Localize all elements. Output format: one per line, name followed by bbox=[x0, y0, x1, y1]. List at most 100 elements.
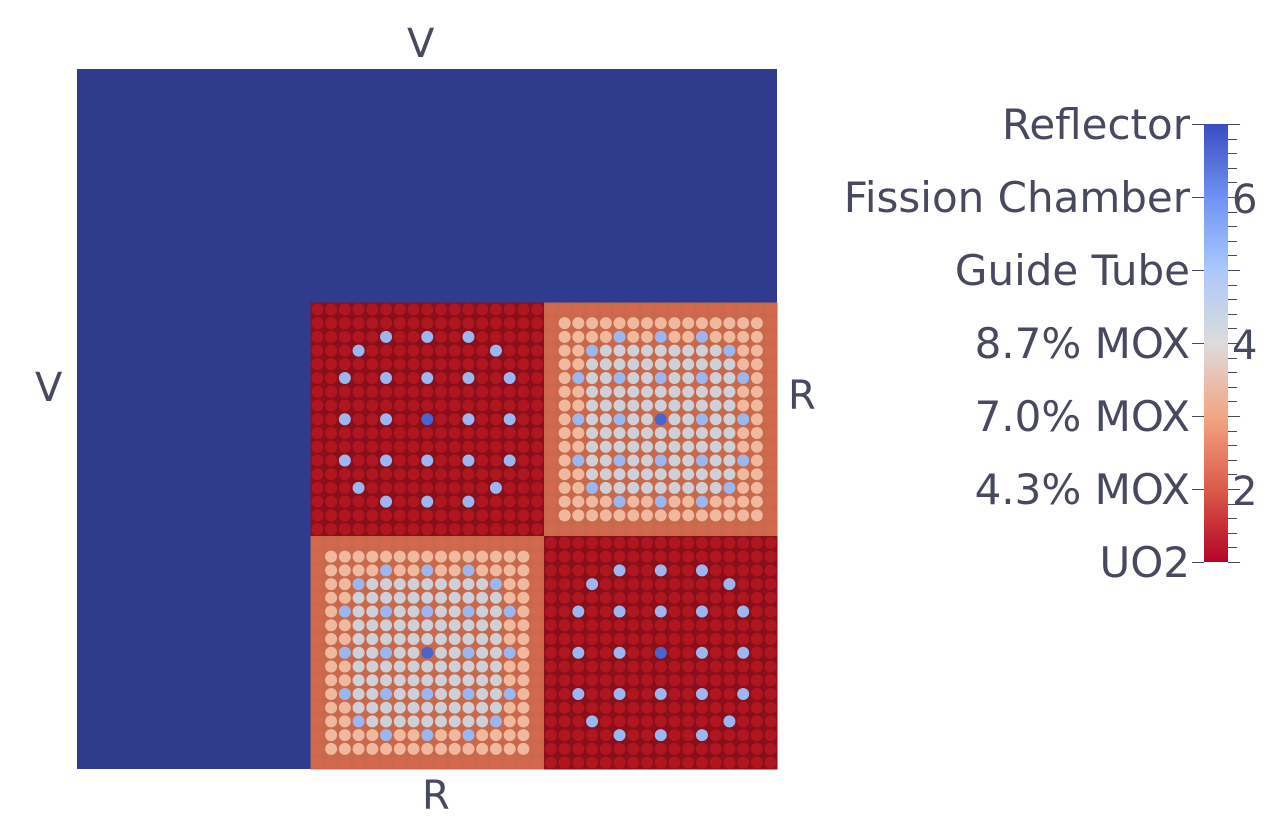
reactor-core-diagram bbox=[77, 69, 778, 770]
fuel-pin bbox=[558, 495, 571, 508]
fuel-pin bbox=[709, 591, 722, 604]
fuel-pin bbox=[668, 742, 681, 755]
fuel-pin bbox=[599, 344, 612, 357]
fuel-pin bbox=[599, 468, 612, 481]
fuel-assemblies bbox=[310, 302, 778, 770]
fuel-pin bbox=[613, 564, 626, 577]
fuel-pin bbox=[393, 591, 406, 604]
fuel-pin bbox=[586, 536, 599, 549]
fuel-pin bbox=[613, 674, 626, 687]
fuel-pin bbox=[572, 468, 585, 481]
fuel-pin bbox=[750, 454, 763, 467]
fuel-pin bbox=[462, 330, 475, 343]
fuel-pin bbox=[476, 426, 489, 439]
fuel-pin bbox=[531, 536, 544, 549]
fuel-pin bbox=[434, 358, 447, 371]
fuel-pin bbox=[325, 619, 338, 632]
fuel-pin bbox=[338, 536, 351, 549]
fuel-pin bbox=[338, 605, 351, 618]
fuel-pin bbox=[668, 481, 681, 494]
fuel-pin bbox=[641, 550, 654, 563]
fuel-pin bbox=[517, 317, 530, 330]
fuel-pin bbox=[641, 591, 654, 604]
fuel-pin bbox=[654, 344, 667, 357]
fuel-pin bbox=[641, 509, 654, 522]
fuel-pin bbox=[586, 426, 599, 439]
fuel-pin bbox=[517, 495, 530, 508]
fuel-pin bbox=[627, 454, 640, 467]
fuel-pin bbox=[613, 687, 626, 700]
fuel-pin bbox=[586, 729, 599, 742]
fuel-pin bbox=[682, 646, 695, 659]
fuel-pin bbox=[503, 426, 516, 439]
fuel-pin bbox=[531, 385, 544, 398]
fuel-pin bbox=[668, 330, 681, 343]
fuel-pin bbox=[641, 495, 654, 508]
fuel-pin bbox=[434, 454, 447, 467]
fuel-pin bbox=[352, 619, 365, 632]
colorbar-tick-mark bbox=[1228, 532, 1237, 534]
legend-label-mox-43: 4.3% MOX bbox=[974, 465, 1190, 514]
fuel-pin bbox=[462, 591, 475, 604]
fuel-pin bbox=[709, 399, 722, 412]
fuel-pin bbox=[503, 385, 516, 398]
fuel-pin bbox=[338, 619, 351, 632]
fuel-pin bbox=[668, 729, 681, 742]
fuel-pin bbox=[544, 729, 557, 742]
fuel-pin bbox=[750, 426, 763, 439]
fuel-pin bbox=[613, 523, 626, 536]
fuel-pin bbox=[366, 756, 379, 769]
fuel-pin bbox=[750, 523, 763, 536]
fuel-pin bbox=[599, 619, 612, 632]
fuel-pin bbox=[544, 481, 557, 494]
fuel-pin bbox=[489, 372, 502, 385]
fuel-pin bbox=[723, 578, 736, 591]
fuel-pin bbox=[489, 619, 502, 632]
fuel-pin bbox=[627, 440, 640, 453]
fuel-pin bbox=[407, 715, 420, 728]
fuel-pin bbox=[558, 742, 571, 755]
fuel-pin bbox=[311, 317, 324, 330]
fuel-pin bbox=[380, 399, 393, 412]
fuel-pin bbox=[668, 468, 681, 481]
fuel-pin bbox=[737, 633, 750, 646]
fuel-pin bbox=[380, 344, 393, 357]
fuel-pin bbox=[544, 426, 557, 439]
fuel-pin bbox=[613, 440, 626, 453]
fuel-pin bbox=[380, 674, 393, 687]
fuel-pin bbox=[476, 509, 489, 522]
fuel-pin bbox=[737, 468, 750, 481]
fuel-pin bbox=[641, 687, 654, 700]
fuel-pin bbox=[325, 633, 338, 646]
fuel-pin bbox=[750, 536, 763, 549]
fuel-pin bbox=[325, 605, 338, 618]
colorbar-tick-mark bbox=[1228, 299, 1237, 301]
fuel-pin bbox=[695, 756, 708, 769]
fuel-pin bbox=[737, 605, 750, 618]
colorbar-tick-mark bbox=[1228, 474, 1237, 476]
fuel-pin bbox=[544, 660, 557, 673]
fuel-pin bbox=[613, 742, 626, 755]
fuel-pin bbox=[709, 358, 722, 371]
fuel-pin bbox=[366, 660, 379, 673]
fuel-pin bbox=[489, 591, 502, 604]
fuel-pin bbox=[764, 756, 777, 769]
fuel-pin bbox=[627, 550, 640, 563]
fuel-pin bbox=[668, 509, 681, 522]
fuel-pin bbox=[421, 385, 434, 398]
fuel-pin bbox=[599, 454, 612, 467]
fuel-pin bbox=[613, 385, 626, 398]
fuel-pin bbox=[407, 413, 420, 426]
fuel-pin bbox=[709, 687, 722, 700]
fuel-pin bbox=[311, 385, 324, 398]
fuel-pin bbox=[737, 564, 750, 577]
fuel-pin bbox=[764, 344, 777, 357]
fuel-pin bbox=[599, 564, 612, 577]
fuel-pin bbox=[641, 454, 654, 467]
fuel-pin bbox=[325, 344, 338, 357]
colorbar-tick-mark bbox=[1228, 357, 1237, 359]
fuel-pin bbox=[489, 687, 502, 700]
fuel-pin bbox=[654, 646, 667, 659]
fuel-pin bbox=[599, 578, 612, 591]
fuel-pin bbox=[352, 426, 365, 439]
